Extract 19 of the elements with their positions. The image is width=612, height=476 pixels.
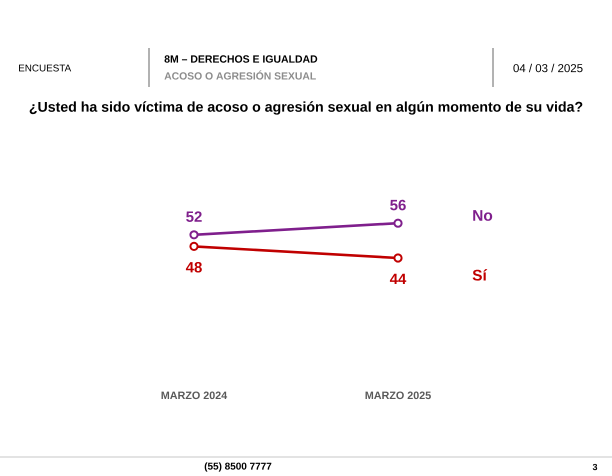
chart-title: ¿Usted ha sido víctima de acoso o agresión sexual en algún momento de su vida? [30,101,582,115]
data-label: 44 [390,274,406,284]
data-label: 48 [186,262,202,273]
point [393,253,403,263]
text: 8M – DERECHOS E IGUALDAD [164,55,318,63]
text: Sí [472,269,488,281]
text: ENCUESTA [19,64,72,72]
point [189,230,199,240]
text: No [473,210,492,221]
x-tick-label: MARZO 2024 [162,392,228,400]
x-tick-label: MARZO 2025 [366,392,431,400]
text: 04 / 03 / 2025 [513,64,583,72]
text: (55) 8500 7777 [204,462,272,472]
point [189,242,199,251]
text: 3 [592,464,598,470]
point [393,218,403,228]
data-label: 52 [186,211,202,222]
text: ACOSO O AGRESIÓN SEXUAL [164,70,316,80]
data-label: 56 [390,200,406,210]
